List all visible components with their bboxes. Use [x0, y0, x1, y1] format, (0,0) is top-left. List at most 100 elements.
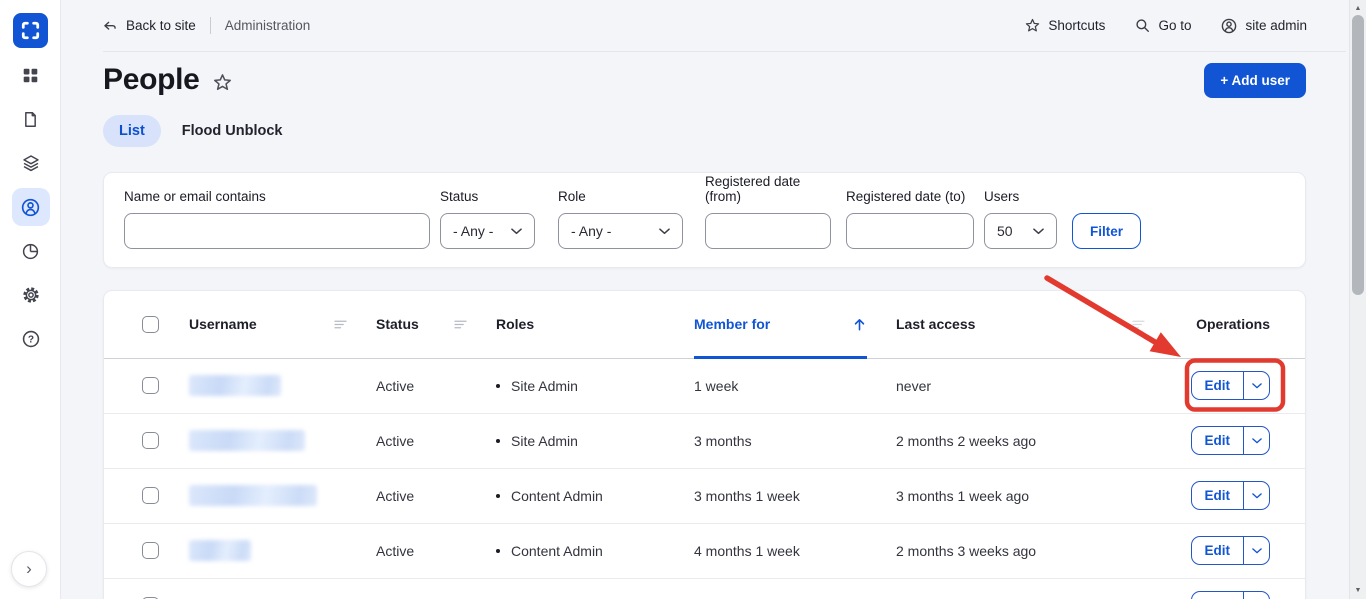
- user-circle-icon: [1221, 18, 1237, 34]
- edit-button[interactable]: Edit: [1192, 537, 1244, 564]
- filter-role-select[interactable]: - Any -: [558, 213, 683, 249]
- scroll-down-button[interactable]: ▼: [1354, 587, 1362, 594]
- sidebar-expand-button[interactable]: ›: [11, 551, 47, 587]
- scroll-up-button[interactable]: ▲: [1354, 5, 1362, 12]
- chevron-down-icon: [511, 228, 522, 235]
- shortcuts-link[interactable]: Shortcuts: [1025, 18, 1105, 34]
- select-all-checkbox[interactable]: [142, 316, 159, 334]
- member-for-cell: 3 months: [681, 413, 883, 469]
- search-icon: [1135, 18, 1150, 33]
- sort-ascending-arrow-icon: [852, 317, 867, 332]
- sidebar-item-configuration[interactable]: [12, 276, 50, 314]
- filter-status-select[interactable]: - Any -: [440, 213, 535, 249]
- sidebar-item-people[interactable]: [11, 188, 50, 226]
- sidebar-item-reports[interactable]: [12, 232, 50, 270]
- topbar-divider: [209, 17, 211, 34]
- edit-dropdown-toggle[interactable]: [1244, 592, 1269, 599]
- help-icon: [22, 330, 40, 348]
- edit-dropdown-toggle[interactable]: [1244, 482, 1269, 509]
- filter-users-value: 50: [997, 223, 1013, 239]
- status-cell: Active: [363, 523, 483, 579]
- tab-flood-unblock[interactable]: Flood Unblock: [181, 123, 283, 139]
- filter-users-select[interactable]: 50: [984, 213, 1057, 249]
- scrollbar-thumb[interactable]: [1352, 15, 1364, 295]
- chevron-down-icon: [1252, 548, 1262, 554]
- chevron-down-icon: [1252, 383, 1262, 389]
- user-icon: [21, 198, 40, 217]
- row-checkbox[interactable]: [142, 542, 159, 560]
- edit-button[interactable]: Edit: [1192, 592, 1244, 599]
- table-header-row: Username Status Roles Member for Last ac…: [104, 291, 1305, 359]
- sidebar-item-structure[interactable]: [12, 144, 50, 182]
- back-to-site-link[interactable]: Back to site: [103, 18, 196, 33]
- column-header-last-access[interactable]: Last access: [883, 291, 1161, 359]
- back-to-site-label: Back to site: [126, 18, 196, 33]
- last-access-cell: never: [883, 358, 1161, 414]
- filter-submit-button[interactable]: Filter: [1072, 213, 1142, 249]
- grid-icon: [22, 67, 39, 84]
- sort-icon[interactable]: [334, 319, 347, 330]
- filter-registered-to-input[interactable]: [846, 213, 974, 249]
- app-logo[interactable]: [13, 13, 48, 48]
- status-cell: Active: [363, 468, 483, 524]
- member-for-cell: 3 months 1 week: [681, 468, 883, 524]
- member-for-cell: 1 week: [681, 358, 883, 414]
- vertical-scrollbar[interactable]: ▲ ▼: [1349, 0, 1366, 599]
- column-header-status[interactable]: Status: [363, 291, 483, 359]
- filter-registered-to-label: Registered date (to): [846, 189, 966, 204]
- edit-button[interactable]: Edit: [1192, 482, 1244, 509]
- edit-button[interactable]: Edit: [1192, 372, 1244, 399]
- filter-users-label: Users: [984, 189, 1020, 204]
- last-access-cell: 3 months 1 week ago: [883, 468, 1161, 524]
- username-redacted: [189, 540, 251, 561]
- username-redacted: [189, 485, 317, 506]
- edit-split-button: Edit: [1190, 536, 1270, 565]
- username-redacted: [189, 430, 305, 451]
- goto-label: Go to: [1158, 18, 1192, 33]
- filter-name-input[interactable]: [124, 213, 430, 249]
- account-menu[interactable]: site admin: [1221, 18, 1307, 34]
- document-icon: [22, 111, 39, 128]
- add-user-button[interactable]: + Add user: [1204, 63, 1306, 98]
- back-arrow-icon: [103, 20, 117, 32]
- column-header-operations: Operations: [1161, 291, 1305, 359]
- sidebar-item-help[interactable]: [12, 320, 50, 358]
- filter-panel: Name or email contains Status - Any - Ro…: [103, 172, 1306, 268]
- row-checkbox[interactable]: [142, 487, 159, 505]
- goto-link[interactable]: Go to: [1135, 18, 1191, 34]
- account-label: site admin: [1245, 18, 1307, 33]
- filter-registered-from-input[interactable]: [705, 213, 831, 249]
- edit-split-button: Edit: [1190, 591, 1270, 599]
- role-cell: Content Admin: [511, 487, 603, 504]
- table-row: Active Content Admin 3 months 1 week 3 m…: [104, 468, 1305, 524]
- edit-dropdown-toggle[interactable]: [1244, 537, 1269, 564]
- role-cell: Site Admin: [511, 377, 578, 394]
- edit-split-button: Edit: [1190, 426, 1270, 455]
- column-header-member-for[interactable]: Member for: [681, 291, 883, 359]
- edit-button[interactable]: Edit: [1192, 427, 1244, 454]
- table-row: Active Site Admin 3 months 2 months 2 we…: [104, 413, 1305, 469]
- tab-list[interactable]: List: [103, 115, 161, 147]
- row-checkbox[interactable]: [142, 377, 159, 395]
- sort-icon[interactable]: [1132, 319, 1145, 330]
- last-access-cell: 2 months 3 weeks ago: [883, 523, 1161, 579]
- favorite-star-icon[interactable]: [213, 73, 232, 92]
- edit-dropdown-toggle[interactable]: [1244, 427, 1269, 454]
- chevron-down-icon: [1033, 228, 1044, 235]
- pie-chart-icon: [22, 243, 39, 260]
- sort-icon[interactable]: [454, 319, 467, 330]
- row-checkbox[interactable]: [142, 432, 159, 450]
- sidebar-item-content[interactable]: [12, 100, 50, 138]
- sidebar: ›: [0, 0, 61, 599]
- table-row: Active Content Admin 4 months 1 week 2 m…: [104, 523, 1305, 579]
- column-header-username[interactable]: Username: [176, 291, 363, 359]
- table-row-partial: Edit: [104, 578, 1305, 599]
- edit-dropdown-toggle[interactable]: [1244, 372, 1269, 399]
- shortcuts-label: Shortcuts: [1048, 18, 1106, 33]
- sidebar-item-dashboard[interactable]: [12, 56, 50, 94]
- filter-name-label: Name or email contains: [124, 189, 266, 204]
- status-cell: Active: [363, 413, 483, 469]
- role-bullet: [496, 548, 500, 553]
- layers-icon: [22, 154, 40, 172]
- filter-registered-from-label: Registered date (from): [705, 174, 801, 204]
